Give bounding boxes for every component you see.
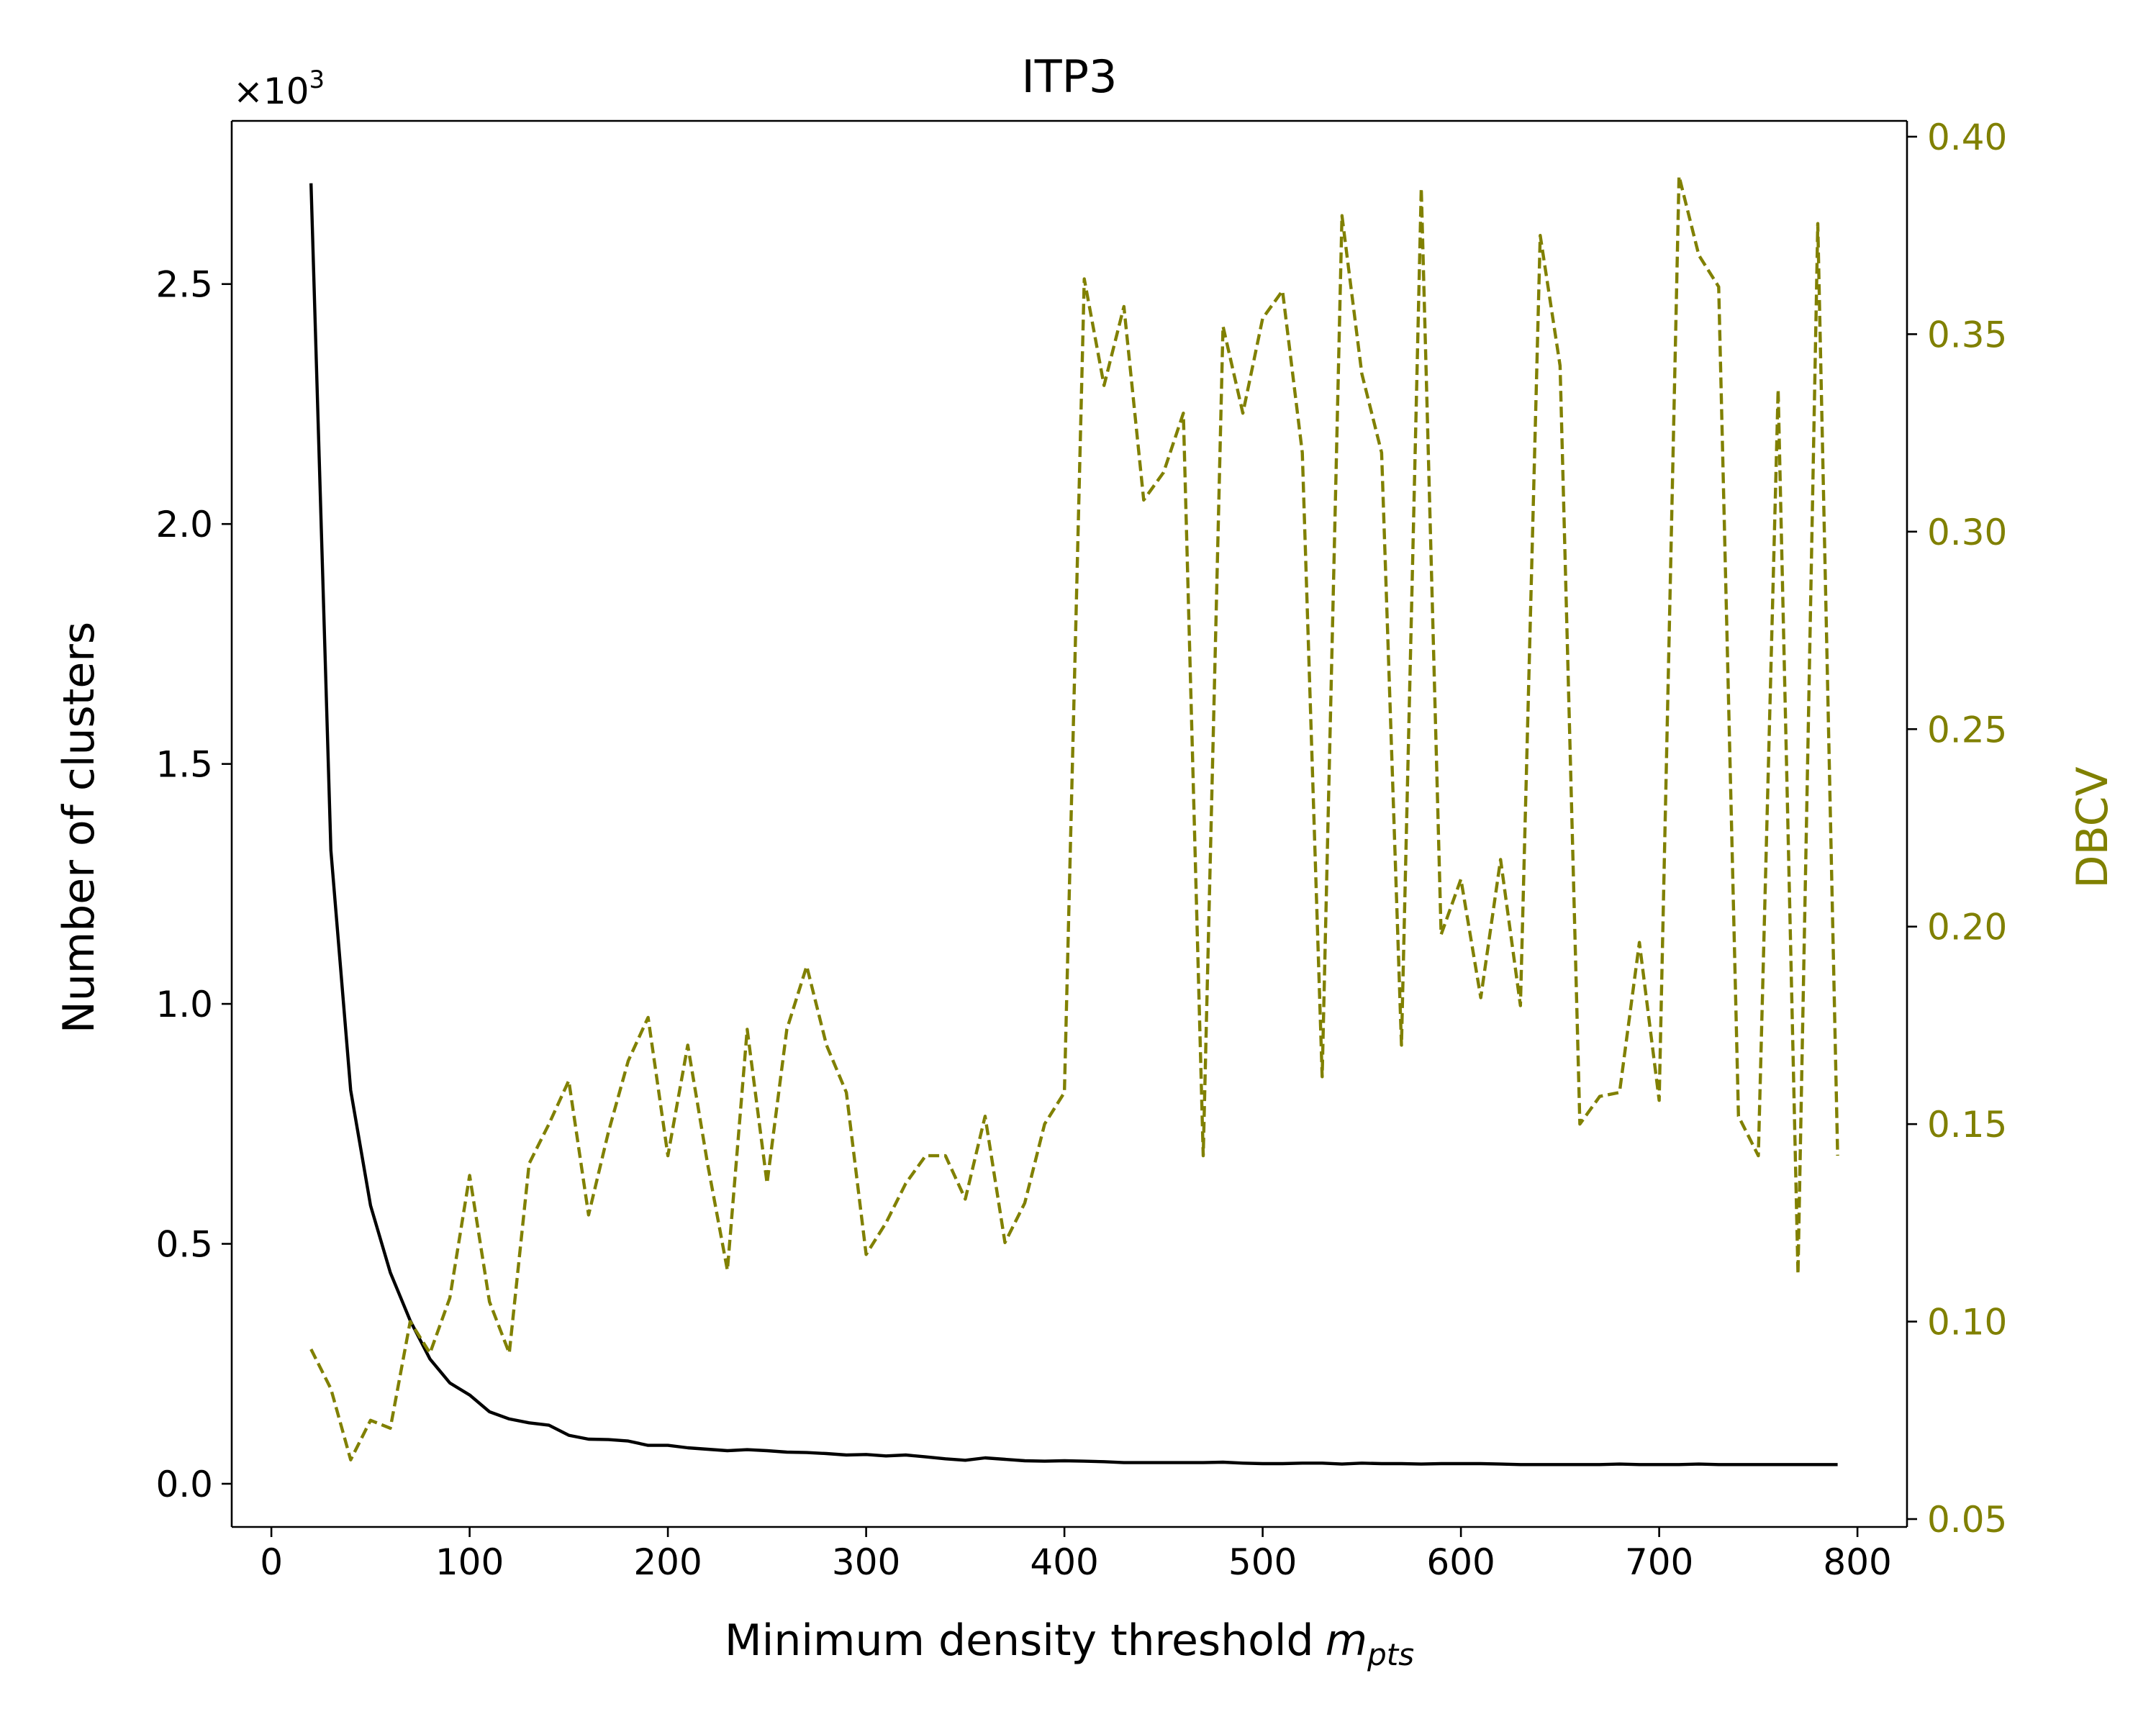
x-tick-label: 300	[832, 1541, 900, 1583]
y-offset-base: ×10	[233, 71, 309, 112]
x-axis-title-text: Minimum density threshold	[725, 1615, 1314, 1666]
y2-tick-label: 0.25	[1927, 709, 2007, 751]
y-tick-label: 0.0	[155, 1464, 213, 1505]
y2-axis-ticks: 0.05 0.10 0.15 0.20 0.25 0.30 0.35 0.40	[1907, 117, 2007, 1541]
x-axis-title-subscript: pts	[1367, 1637, 1414, 1672]
y-tick-label: 1.0	[155, 984, 213, 1025]
y-tick-label: 1.5	[155, 744, 213, 786]
y-offset-label: ×103	[233, 65, 325, 112]
y2-tick-label: 0.40	[1927, 117, 2007, 158]
x-axis-title: Minimum density threshold mpts	[725, 1615, 1414, 1672]
x-axis-title-math: m	[1326, 1615, 1367, 1666]
x-axis-ticks: 0 100 200 300 400 500 600 700 800	[260, 1527, 1892, 1583]
x-tick-label: 400	[1030, 1541, 1098, 1583]
x-tick-label: 200	[633, 1541, 702, 1583]
series-line-dbcv	[309, 174, 1839, 1461]
x-tick-label: 100	[435, 1541, 504, 1583]
chart-title: ITP3	[1022, 50, 1118, 103]
y-tick-label: 2.0	[155, 504, 213, 545]
y-offset-exponent: 3	[309, 65, 325, 94]
y-tick-label: 2.5	[155, 264, 213, 306]
y2-tick-label: 0.10	[1927, 1302, 2007, 1343]
y2-tick-label: 0.15	[1927, 1104, 2007, 1146]
y2-axis-title: DBCV	[2067, 766, 2118, 888]
y-axis-ticks: 0.0 0.5 1.0 1.5 2.0 2.5	[155, 264, 232, 1505]
x-tick-label: 500	[1228, 1541, 1297, 1583]
y-tick-label: 0.5	[155, 1224, 213, 1266]
y2-tick-label: 0.05	[1927, 1499, 2007, 1541]
x-tick-label: 600	[1426, 1541, 1495, 1583]
y-axis-title: Number of clusters	[54, 622, 104, 1033]
series-line-clusters	[309, 183, 1838, 1467]
y2-tick-label: 0.20	[1927, 907, 2007, 948]
y2-tick-label: 0.35	[1927, 314, 2007, 355]
x-tick-label: 700	[1625, 1541, 1693, 1583]
y2-tick-label: 0.30	[1927, 512, 2007, 553]
x-tick-label: 0	[260, 1541, 283, 1583]
x-tick-label: 800	[1823, 1541, 1891, 1583]
